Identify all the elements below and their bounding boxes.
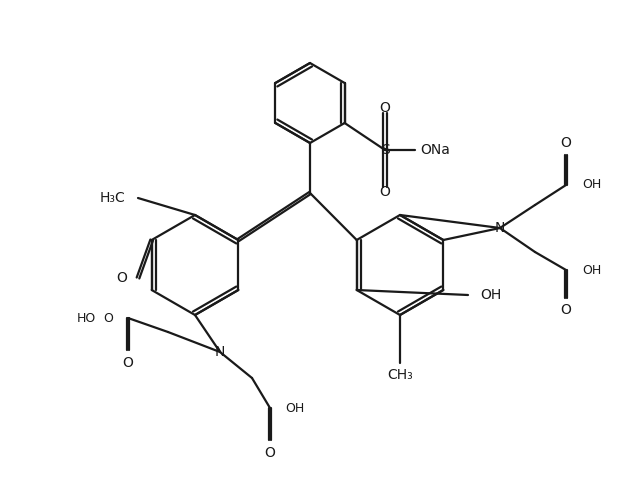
- Text: N: N: [215, 345, 225, 359]
- Text: O: O: [123, 356, 133, 370]
- Text: O: O: [380, 185, 390, 199]
- Text: O: O: [103, 311, 113, 324]
- Text: O: O: [561, 136, 572, 150]
- Text: OH: OH: [582, 263, 601, 276]
- Text: O: O: [561, 303, 572, 317]
- Text: ONa: ONa: [420, 143, 450, 157]
- Text: CH₃: CH₃: [387, 368, 413, 382]
- Text: OH: OH: [582, 179, 601, 191]
- Text: OH: OH: [480, 288, 501, 302]
- Text: HO: HO: [77, 311, 96, 324]
- Text: N: N: [495, 221, 505, 235]
- Text: O: O: [380, 101, 390, 115]
- Text: O: O: [116, 271, 127, 285]
- Text: O: O: [264, 446, 275, 460]
- Text: H₃C: H₃C: [99, 191, 125, 205]
- Text: S: S: [381, 143, 389, 157]
- Text: OH: OH: [285, 401, 304, 415]
